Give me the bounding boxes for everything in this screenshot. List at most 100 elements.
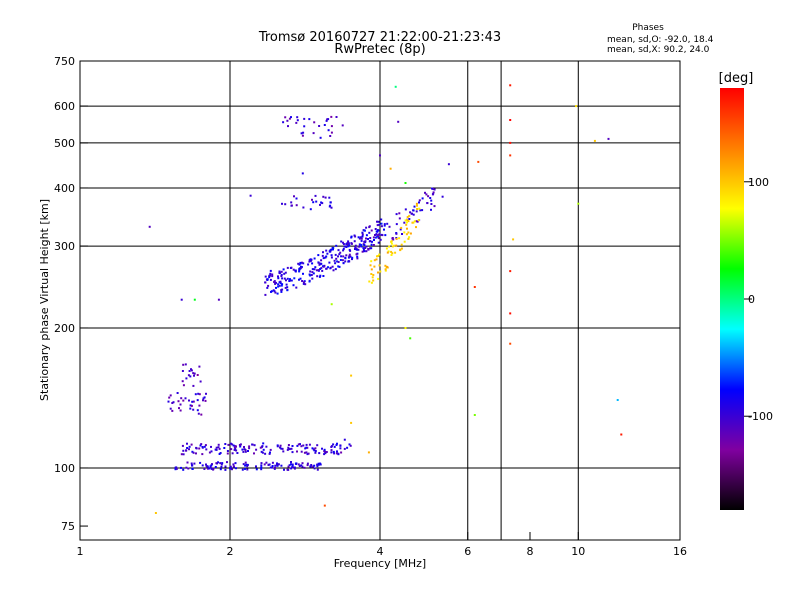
- data-point: [299, 261, 302, 264]
- data-point: [318, 275, 321, 278]
- data-point: [368, 225, 371, 228]
- data-point: [270, 290, 272, 293]
- data-point: [377, 241, 380, 244]
- data-point: [248, 447, 251, 450]
- data-point: [227, 443, 230, 446]
- data-point: [409, 337, 412, 340]
- data-point: [324, 196, 327, 199]
- data-point: [409, 232, 412, 235]
- data-point: [365, 250, 368, 253]
- colorbar-label: [deg]: [719, 71, 754, 86]
- data-point: [210, 445, 212, 448]
- data-point: [260, 462, 263, 465]
- data-point: [370, 268, 373, 271]
- data-point: [432, 192, 435, 195]
- data-point: [182, 468, 185, 471]
- data-point: [296, 444, 299, 447]
- data-point: [370, 243, 373, 246]
- data-point: [303, 280, 306, 283]
- data-point: [315, 269, 318, 272]
- data-point: [409, 211, 412, 214]
- data-point: [188, 448, 190, 451]
- data-point: [329, 267, 332, 270]
- data-point: [355, 247, 358, 250]
- data-point: [312, 132, 315, 135]
- data-point: [340, 255, 343, 258]
- data-point: [425, 193, 428, 196]
- data-point: [331, 265, 334, 268]
- data-point: [346, 446, 349, 449]
- data-point: [188, 370, 191, 372]
- data-point: [286, 277, 289, 280]
- data-point: [282, 450, 285, 453]
- data-point: [182, 453, 185, 456]
- data-point: [336, 450, 338, 453]
- data-point: [376, 234, 379, 237]
- data-point: [509, 119, 512, 121]
- data-point: [388, 245, 391, 248]
- x-tick-label: 16: [673, 545, 687, 558]
- data-point: [320, 201, 323, 204]
- data-point: [349, 255, 352, 258]
- data-point: [421, 197, 424, 200]
- data-point: [243, 446, 245, 448]
- data-point: [441, 195, 444, 198]
- data-point: [347, 260, 350, 263]
- data-point: [307, 263, 310, 266]
- data-point: [330, 451, 333, 454]
- data-point: [181, 370, 184, 372]
- colorbar-ticks: 100 0 -100: [744, 176, 773, 423]
- data-point: [343, 245, 346, 248]
- data-point: [286, 266, 289, 269]
- data-point: [390, 242, 393, 245]
- data-point: [269, 466, 272, 469]
- data-point: [297, 262, 300, 265]
- data-point: [290, 463, 292, 466]
- data-point: [424, 191, 426, 194]
- data-point: [347, 241, 350, 244]
- grid-lines: [80, 61, 680, 540]
- data-point: [313, 268, 316, 271]
- y-tick-label: 600: [54, 100, 75, 113]
- data-point: [281, 277, 284, 280]
- data-point: [272, 289, 275, 292]
- data-point: [376, 220, 378, 223]
- data-point: [336, 442, 338, 445]
- x-tick-label: 1: [77, 545, 84, 558]
- y-tick-label: 400: [54, 182, 75, 195]
- data-point: [385, 247, 388, 250]
- data-point: [229, 465, 232, 468]
- data-point: [291, 464, 294, 467]
- data-point: [219, 462, 222, 465]
- data-point: [377, 277, 380, 280]
- data-point: [235, 445, 237, 448]
- data-point: [271, 466, 274, 469]
- data-point: [285, 279, 287, 282]
- data-point: [413, 205, 416, 208]
- data-point: [302, 272, 304, 275]
- data-point: [355, 253, 358, 256]
- data-point: [209, 466, 212, 469]
- y-tick-label: 300: [54, 240, 75, 253]
- data-point: [271, 461, 274, 464]
- data-point: [186, 447, 189, 449]
- data-point: [280, 275, 283, 278]
- data-point: [248, 445, 251, 448]
- data-point: [269, 272, 272, 275]
- data-point: [339, 447, 342, 450]
- data-point: [287, 444, 290, 446]
- data-point: [322, 275, 325, 277]
- data-point: [323, 448, 326, 451]
- data-point: [261, 451, 264, 454]
- data-point: [206, 467, 209, 470]
- data-point: [280, 284, 283, 287]
- data-point: [399, 248, 402, 251]
- data-point: [356, 255, 359, 258]
- data-point: [192, 451, 195, 454]
- data-point: [231, 468, 233, 471]
- data-point: [415, 226, 417, 229]
- data-point: [241, 448, 244, 451]
- data-point: [333, 452, 336, 455]
- data-point: [196, 409, 199, 412]
- data-point: [347, 256, 350, 259]
